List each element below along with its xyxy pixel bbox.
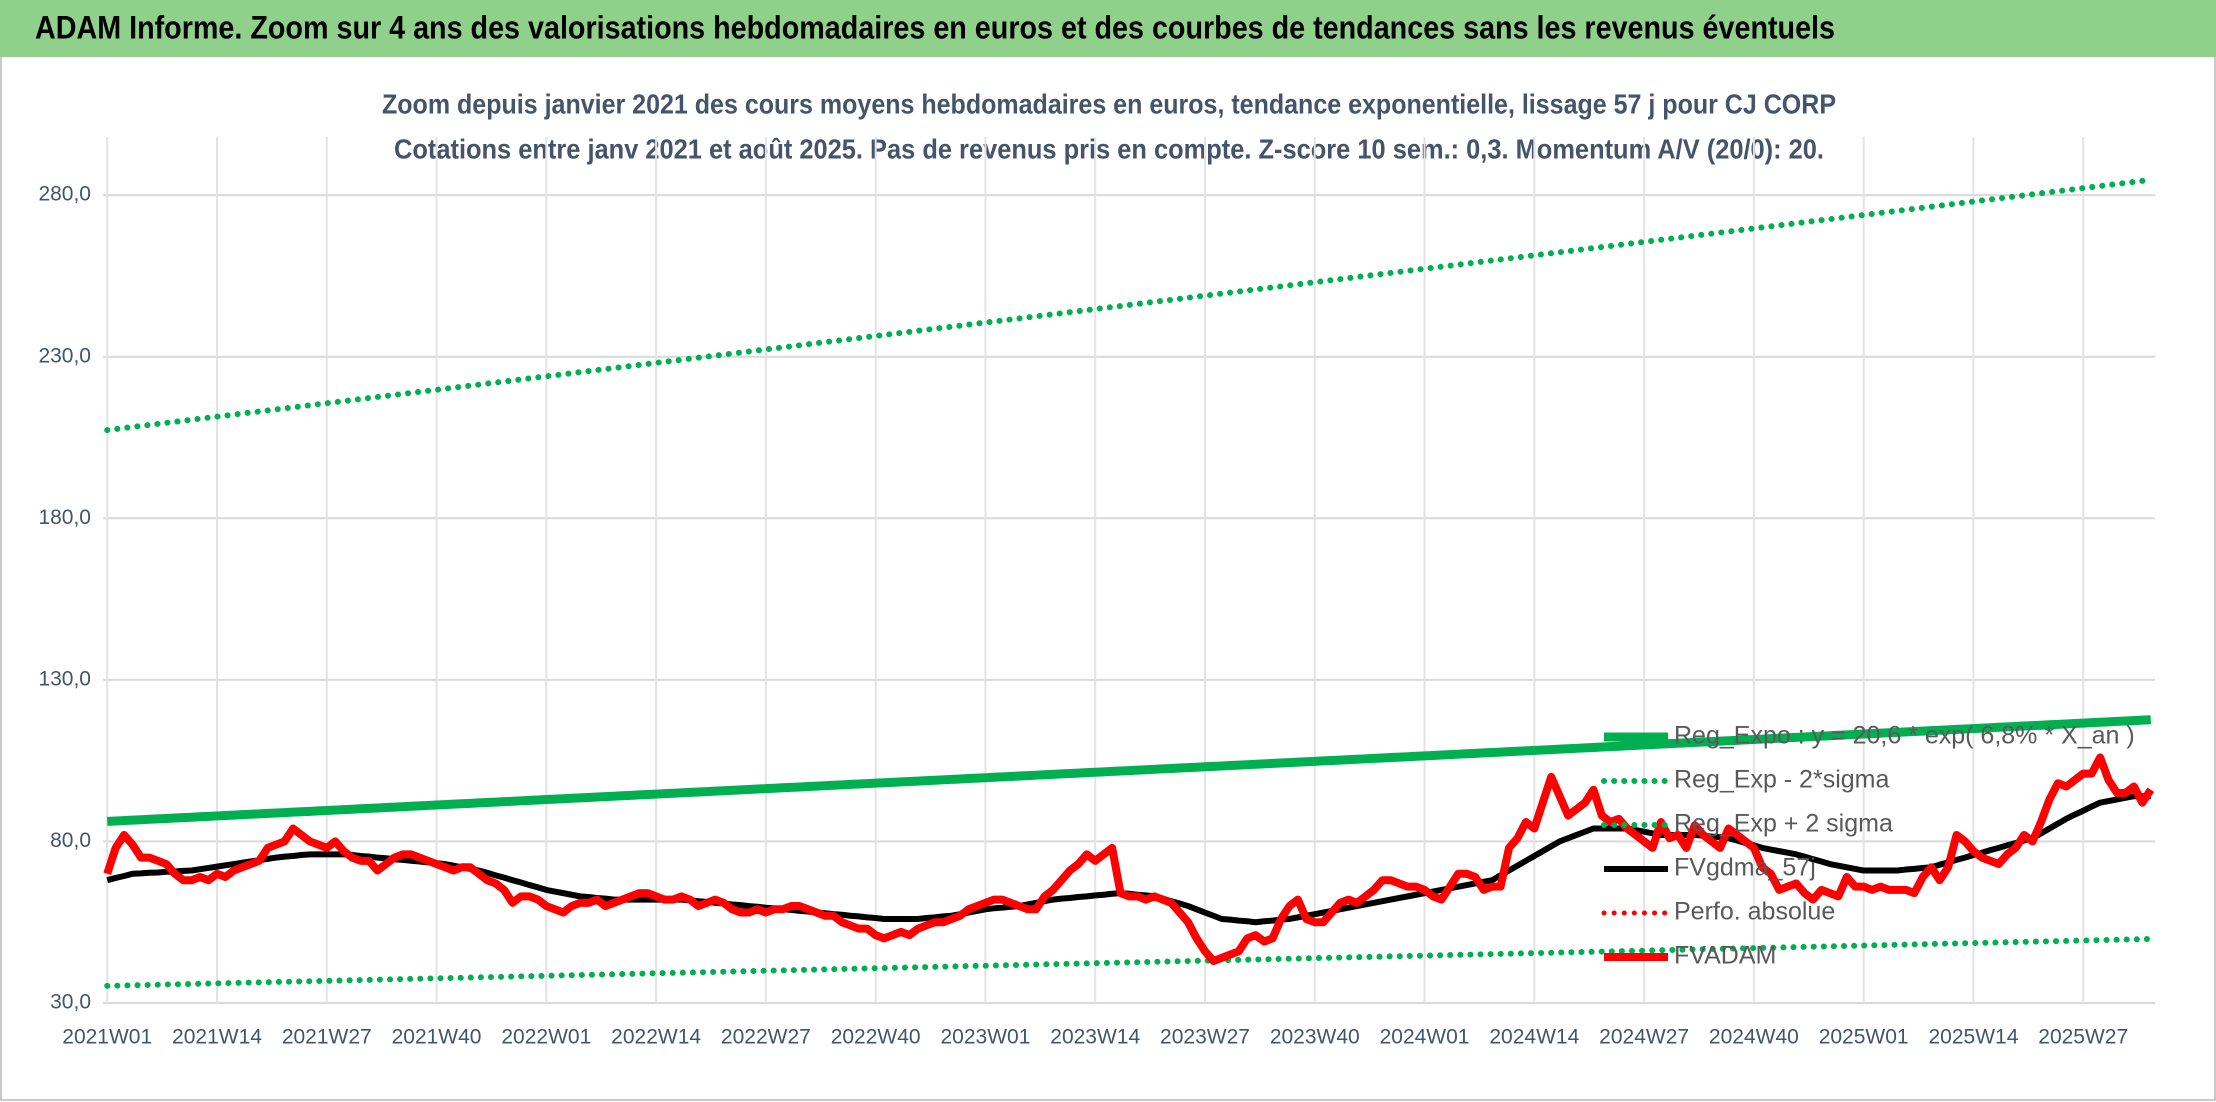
- x-tick-label: 2023W01: [940, 1026, 1030, 1049]
- legend-label: Reg_Exp - 2*sigma: [1674, 766, 1889, 794]
- series-line: [104, 935, 2154, 989]
- plot: [103, 176, 2155, 989]
- x-tick-label: 2021W01: [62, 1026, 152, 1049]
- x-tick-label: 2024W40: [1709, 1026, 1799, 1049]
- y-tick-label: 80,0: [50, 829, 91, 852]
- series-line: [106, 715, 2152, 826]
- header-title: ADAM Informe. Zoom sur 4 ans des valoris…: [35, 9, 1835, 45]
- x-tick-label: 2025W01: [1819, 1026, 1909, 1049]
- x-tick-label: 2023W14: [1050, 1026, 1140, 1049]
- x-tick-label: 2022W01: [501, 1026, 591, 1049]
- x-tick-label: 2021W40: [392, 1026, 482, 1049]
- x-tick-label: 2023W27: [1160, 1026, 1250, 1049]
- legend-label: Reg_Expo : y = 20,6 * exp( 6,8% * X_an ): [1674, 722, 2135, 750]
- x-tick-label: 2023W40: [1270, 1026, 1360, 1049]
- legend-label: FVADAM: [1674, 942, 1776, 970]
- legend: Reg_Expo : y = 20,6 * exp( 6,8% * X_an )…: [1601, 722, 2135, 970]
- x-tick-label: 2024W27: [1599, 1026, 1689, 1049]
- series-line: [103, 753, 2155, 965]
- x-tick-label: 2022W27: [721, 1026, 811, 1049]
- x-tick-label: 2024W01: [1380, 1026, 1470, 1049]
- x-tick-label: 2022W14: [611, 1026, 701, 1049]
- chart-title: Zoom depuis janvier 2021 des cours moyen…: [382, 88, 1836, 119]
- x-tick-label: 2024W14: [1489, 1026, 1579, 1049]
- series-line: [104, 176, 2154, 434]
- legend-label: Reg_Exp + 2 sigma: [1674, 810, 1893, 838]
- y-tick-label: 180,0: [38, 506, 91, 529]
- x-tick-label: 2025W27: [2038, 1026, 2128, 1049]
- y-tick-label: 130,0: [38, 667, 91, 690]
- y-tick-label: 280,0: [38, 183, 91, 206]
- header-bar: [0, 0, 2216, 57]
- x-tick-label: 2025W14: [1928, 1026, 2018, 1049]
- legend-label: Perfo. absolue: [1674, 898, 1835, 926]
- legend-label: FVgdma_57j: [1674, 854, 1816, 882]
- x-tick-label: 2021W27: [282, 1026, 372, 1049]
- x-tick-label: 2022W40: [831, 1026, 921, 1049]
- chart-subtitle: Cotations entre janv 2021 et août 2025. …: [394, 133, 1824, 164]
- grid: 30,0 80,0 130,0 180,0 230,0 280,0 2021W01 2021W…: [38, 137, 2155, 1049]
- x-tick-label: 2021W14: [172, 1026, 262, 1049]
- y-tick-label: 230,0: [38, 344, 91, 367]
- y-tick-label: 30,0: [50, 991, 91, 1014]
